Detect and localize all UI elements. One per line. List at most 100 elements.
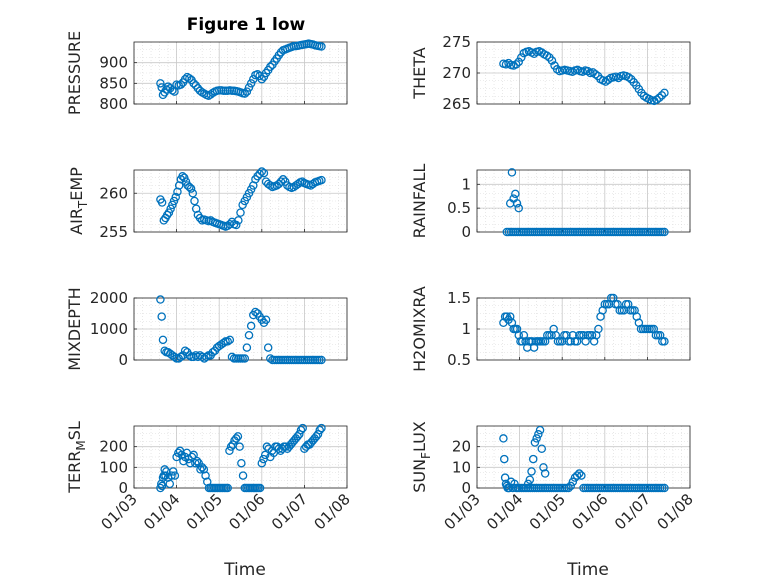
y-axis-label: THETA xyxy=(410,47,429,99)
data-point xyxy=(236,208,245,217)
data-point xyxy=(225,219,235,229)
data-point xyxy=(547,56,557,65)
data-point xyxy=(156,79,165,88)
x-tick-label: 01/05 xyxy=(526,490,569,533)
data-point xyxy=(197,463,207,472)
y-tick-label: 100 xyxy=(99,458,128,476)
data-point xyxy=(261,315,271,324)
y-tick-label: 200 xyxy=(99,438,128,456)
data-point xyxy=(187,452,197,462)
data-point xyxy=(168,467,178,476)
data-point xyxy=(315,425,324,435)
data-point xyxy=(293,179,303,189)
data-point xyxy=(293,432,302,441)
data-point xyxy=(281,442,290,451)
data-point xyxy=(242,343,252,352)
y-axis-label: TERRMSL xyxy=(65,421,88,494)
x-tick-label: 01/07 xyxy=(268,490,311,533)
data-point xyxy=(504,58,513,68)
data-point xyxy=(255,483,265,493)
data-point xyxy=(317,355,326,365)
y-tick-label: 10 xyxy=(452,458,471,476)
subplot-pressure: 800 850 900 PRESSURE xyxy=(65,31,348,115)
axes-box xyxy=(476,425,691,489)
data-point xyxy=(185,351,194,360)
data-point xyxy=(540,469,550,478)
data-point xyxy=(234,216,243,225)
y-tick-label: 850 xyxy=(99,74,128,92)
data-point xyxy=(249,74,258,84)
data-point xyxy=(317,42,326,51)
data-point xyxy=(180,173,189,182)
data-point xyxy=(660,337,669,346)
data-point xyxy=(499,434,508,443)
y-tick-label: 0 xyxy=(118,479,128,497)
data-point xyxy=(244,330,254,340)
data-point xyxy=(169,196,179,206)
data-point xyxy=(156,295,165,304)
x-axis-label-right: Time xyxy=(566,560,609,580)
data-point xyxy=(296,425,306,435)
data-point xyxy=(624,73,633,82)
data-point xyxy=(251,307,260,317)
y-tick-label: 255 xyxy=(99,223,128,241)
data-point xyxy=(255,169,264,179)
x-tick-label: 01/04 xyxy=(483,490,526,533)
data-point xyxy=(185,182,194,192)
y-tick-label: 260 xyxy=(99,184,128,202)
y-tick-label: 0 xyxy=(118,351,128,369)
y-tick-label: 1 xyxy=(461,175,471,193)
data-point xyxy=(313,430,323,439)
data-point xyxy=(568,477,578,487)
data-point xyxy=(660,227,669,237)
data-point xyxy=(157,198,167,207)
data-point xyxy=(530,438,540,447)
data-point xyxy=(529,49,539,59)
data-point xyxy=(242,87,252,96)
data-point xyxy=(225,335,235,345)
data-point xyxy=(511,60,521,69)
data-point xyxy=(226,442,236,451)
y-tick-label: 0.5 xyxy=(447,199,471,217)
subplot-theta: 265 270 275 THETA xyxy=(410,33,691,113)
data-point xyxy=(583,66,593,76)
data-point xyxy=(566,481,575,491)
data-point xyxy=(507,168,517,177)
data-point xyxy=(523,479,533,489)
data-point xyxy=(295,430,304,439)
data-point xyxy=(262,442,272,451)
data-point xyxy=(660,88,669,98)
data-point xyxy=(660,483,669,493)
data-point xyxy=(591,69,600,79)
y-tick-label: 0 xyxy=(461,223,471,241)
data-point xyxy=(185,74,194,83)
data-point xyxy=(176,80,186,89)
data-point xyxy=(514,57,523,67)
data-point xyxy=(156,483,165,493)
data-point xyxy=(171,192,180,202)
data-point xyxy=(246,79,256,88)
subplot-rainfall: 0 0.5 1 RAINFALL xyxy=(410,164,691,241)
subplot-mixdepth: 0 1000 2000 MIXDEPTH xyxy=(65,287,348,371)
data-point xyxy=(237,458,246,468)
y-tick-label: 275 xyxy=(442,33,471,51)
x-tick-label: 01/05 xyxy=(183,490,226,533)
x-tick-label: 01/06 xyxy=(568,490,611,533)
data-point xyxy=(206,90,215,99)
data-point xyxy=(180,74,190,84)
data-point xyxy=(266,181,275,190)
data-point xyxy=(189,79,198,88)
data-point xyxy=(167,471,176,480)
axes-box xyxy=(133,425,348,489)
x-axis-label-left: Time xyxy=(223,560,266,580)
data-point xyxy=(170,471,180,480)
data-point xyxy=(614,73,623,83)
data-point xyxy=(257,74,267,84)
data-point xyxy=(577,471,586,480)
data-point xyxy=(572,471,582,480)
data-point xyxy=(164,208,174,217)
data-point xyxy=(223,337,232,346)
data-point xyxy=(528,454,538,464)
